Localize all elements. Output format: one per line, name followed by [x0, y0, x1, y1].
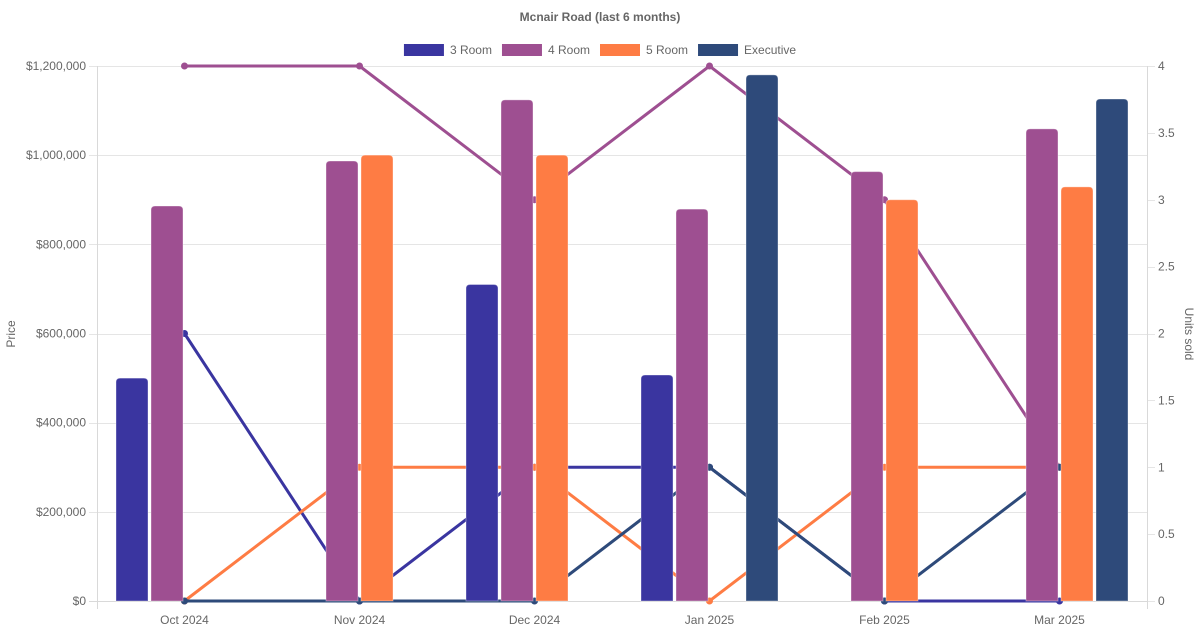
right-tick-label: 2	[1158, 327, 1165, 341]
bar[interactable]	[1025, 128, 1059, 602]
line-point[interactable]	[181, 62, 188, 70]
x-tick-label: Dec 2024	[509, 613, 561, 627]
line-point[interactable]	[356, 62, 363, 70]
right-tick-label: 1.5	[1158, 393, 1175, 407]
line-series	[181, 463, 1063, 605]
bar[interactable]	[535, 154, 569, 602]
left-tick-label: $1,200,000	[26, 59, 86, 73]
bar[interactable]	[745, 74, 779, 602]
legend: 3 Room 4 Room 5 Room Executive	[403, 43, 796, 57]
bar[interactable]	[1060, 186, 1094, 602]
left-tick-label: $1,000,000	[26, 148, 86, 162]
left-axis-title: Price	[4, 320, 18, 348]
legend-item[interactable]: 4 Room	[501, 43, 590, 57]
legend-label: Executive	[744, 43, 796, 57]
bar[interactable]	[360, 154, 394, 602]
legend-label: 3 Room	[450, 43, 492, 57]
left-y-axis: $0 $200,000 $400,000 $600,000 $800,000 $1,000…	[26, 59, 86, 608]
bar[interactable]	[150, 205, 184, 602]
x-axis: Oct 2024 Nov 2024 Dec 2024 Jan 2025 Feb 2025…	[160, 613, 1085, 627]
left-tick-label: $200,000	[36, 505, 86, 519]
right-tick-label: 0	[1158, 594, 1165, 608]
bar-series	[745, 74, 1129, 602]
right-tick-label: 3.5	[1158, 126, 1175, 140]
legend-label: 5 Room	[646, 43, 688, 57]
left-tick-label: $800,000	[36, 237, 86, 251]
x-tick-label: Mar 2025	[1034, 613, 1085, 627]
bar-series	[360, 154, 1094, 602]
right-y-axis: 0 0.5 1 1.5 2 2.5 3 3.5 4	[1158, 59, 1175, 608]
bar[interactable]	[500, 99, 534, 602]
grid-lines	[89, 66, 1155, 609]
bar[interactable]	[115, 377, 149, 602]
bar-series	[115, 283, 674, 602]
bar[interactable]	[640, 374, 674, 602]
right-tick-label: 2.5	[1158, 260, 1175, 274]
legend-item[interactable]: 5 Room	[600, 43, 688, 57]
legend-swatch	[501, 44, 542, 56]
legend-swatch	[403, 44, 444, 56]
right-axis-title: Units sold	[1182, 308, 1196, 361]
legend-item[interactable]: 3 Room	[403, 43, 492, 57]
right-tick-label: 1	[1158, 460, 1165, 474]
x-tick-label: Feb 2025	[859, 613, 910, 627]
bar[interactable]	[675, 208, 709, 602]
line-series	[181, 62, 1063, 471]
line-point[interactable]	[706, 62, 713, 70]
right-tick-label: 0.5	[1158, 527, 1175, 541]
x-tick-label: Jan 2025	[685, 613, 735, 627]
bar[interactable]	[850, 171, 884, 602]
legend-swatch	[600, 44, 640, 56]
bar[interactable]	[325, 160, 359, 602]
legend-item[interactable]: Executive	[698, 43, 796, 57]
price-bars	[115, 74, 1129, 602]
x-tick-label: Oct 2024	[160, 613, 209, 627]
right-tick-label: 3	[1158, 193, 1165, 207]
right-tick-label: 4	[1158, 59, 1165, 73]
bar-series	[150, 99, 1059, 602]
x-tick-label: Nov 2024	[334, 613, 386, 627]
bar[interactable]	[1095, 98, 1129, 602]
legend-swatch	[698, 44, 739, 56]
left-tick-label: $400,000	[36, 416, 86, 430]
bar[interactable]	[885, 199, 919, 602]
chart-title: Mcnair Road (last 6 months)	[520, 10, 681, 24]
left-tick-label: $0	[73, 594, 87, 608]
units-sold-lines	[181, 62, 1063, 605]
series-line	[184, 64, 1061, 469]
left-tick-label: $600,000	[36, 327, 86, 341]
bar[interactable]	[465, 283, 499, 602]
legend-label: 4 Room	[548, 43, 590, 57]
